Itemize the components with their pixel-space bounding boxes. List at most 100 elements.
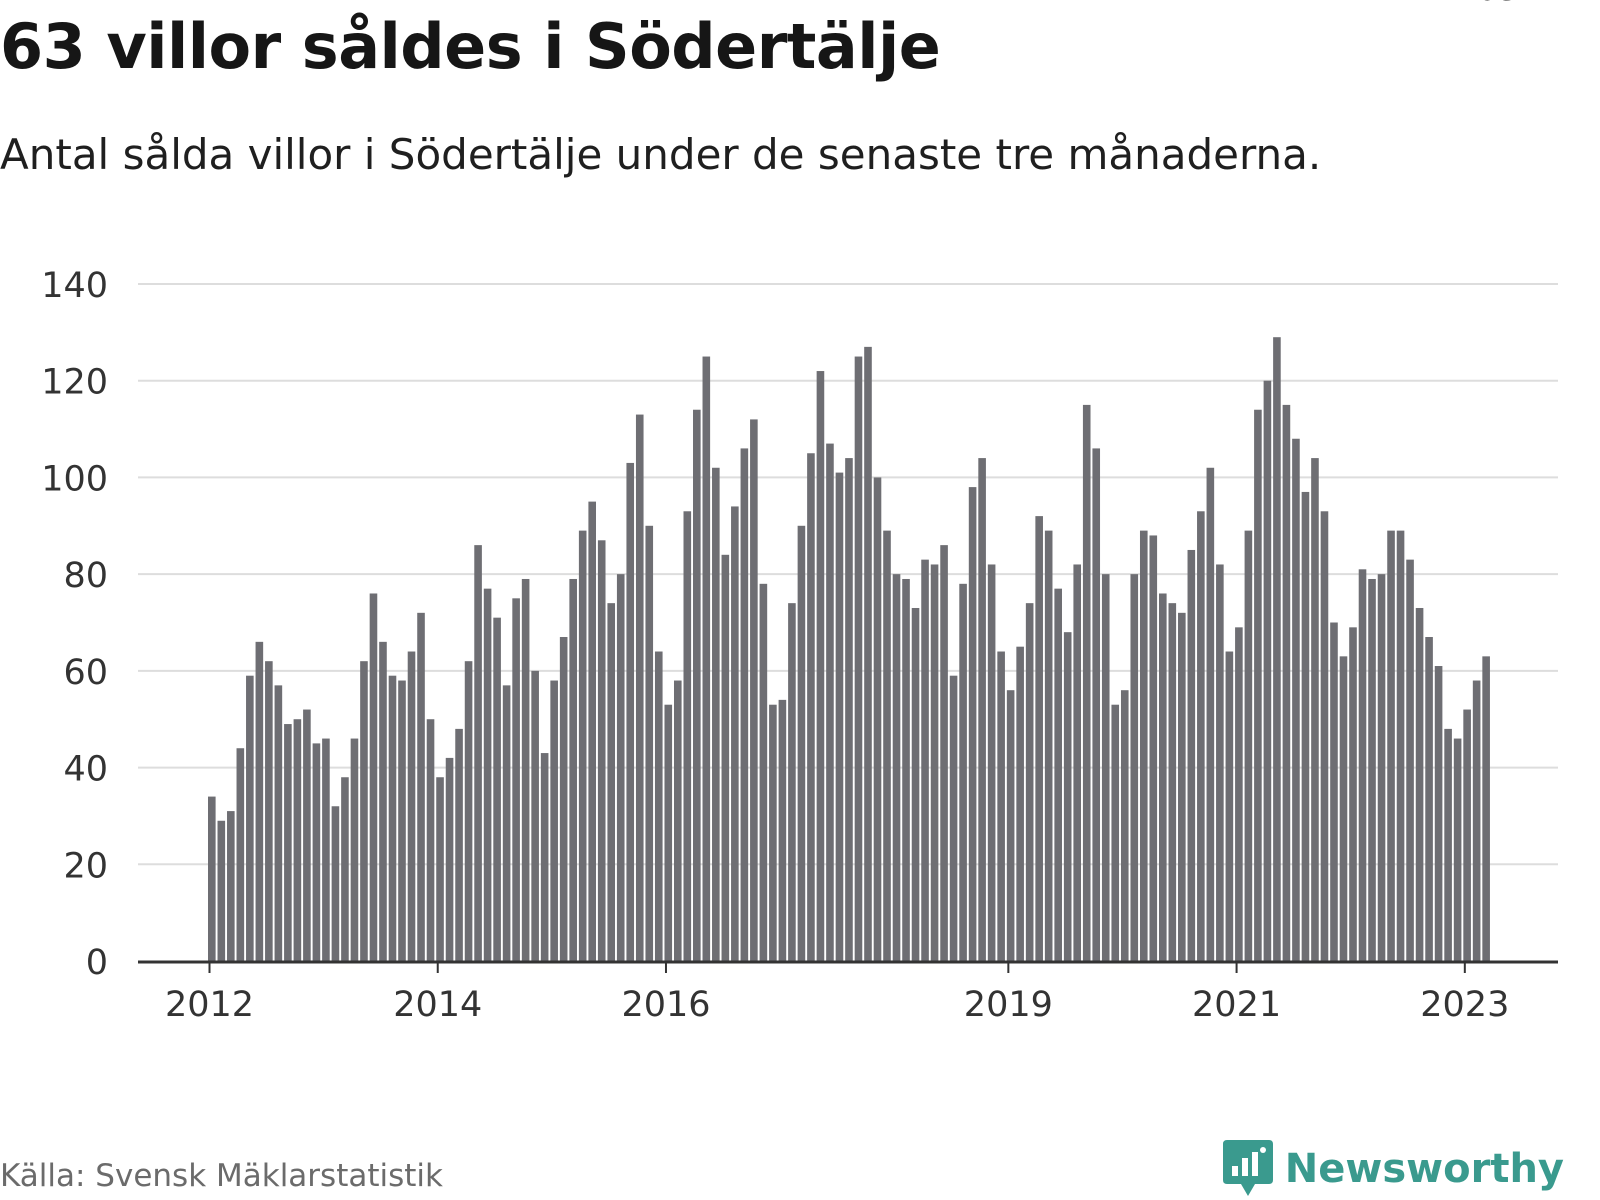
bar [740,448,749,961]
bar [940,545,948,961]
bar [1139,530,1148,961]
bar [1244,530,1253,961]
highlight-value-label: 63 [1476,0,1519,9]
bar [1101,574,1110,961]
bar [873,477,882,961]
bar [331,806,340,961]
y-tick-label: 60 [63,653,108,693]
y-tick-label: 40 [63,750,108,790]
bar [854,356,863,961]
bar [1263,380,1272,961]
y-tick-label: 0 [86,943,108,983]
bar [436,777,444,961]
bar [1311,458,1319,961]
bar [1216,564,1224,961]
bars [208,337,1490,962]
bar [236,748,245,961]
bar [1016,646,1024,961]
bar [769,704,777,961]
x-tick-label: 2019 [964,985,1053,1025]
bar [1073,564,1082,961]
bar [1025,603,1034,961]
bar [673,680,682,961]
bar [987,564,996,961]
bar [426,719,435,961]
bar [1273,337,1281,961]
bar [750,419,758,961]
bar [1254,409,1262,961]
bar [293,719,302,961]
y-tick-label: 100 [41,459,108,499]
bar [1377,574,1386,961]
y-tick-label: 140 [41,266,108,306]
bar [1292,438,1300,961]
bar [360,661,368,961]
bar [464,661,473,961]
bar [303,709,311,961]
bar [208,796,216,961]
bar [1472,680,1481,961]
bar [1415,607,1424,961]
brand-logo[interactable]: Newsworthy [1222,1140,1564,1198]
bar [474,545,482,961]
bar [417,612,425,961]
bar [1406,559,1414,961]
bar [512,598,520,961]
bar [930,564,939,961]
bar [635,414,644,961]
bar [968,487,977,961]
bar [1301,491,1310,961]
bar [835,472,844,961]
bar [1168,603,1177,961]
y-axis-ticks: 0 20 40 60 80 100 120 140 [41,266,108,983]
bar [911,607,920,961]
chart-subtitle: Antal sålda villor i Södertälje under de… [0,130,1322,179]
bar [1044,530,1053,961]
bar [902,578,910,961]
bar [1092,448,1101,961]
bar [959,583,967,961]
bar [1349,627,1357,961]
bar [246,675,254,961]
bar [531,670,539,961]
bar [721,554,730,961]
bar [788,603,796,961]
bar [379,641,387,961]
bar [322,738,330,961]
x-tick-label: 2016 [621,985,710,1025]
bar [626,462,635,961]
bar [388,675,397,961]
bar [1396,530,1405,961]
bar [1463,709,1471,961]
bar [1453,738,1462,961]
bar [217,820,226,961]
bar [997,651,1005,961]
bar [607,603,616,961]
bar [1063,632,1072,961]
bar [1282,404,1291,962]
bar [1082,404,1091,962]
bar [1339,656,1348,961]
bar [227,811,235,961]
bar [645,525,654,961]
bar [540,753,549,961]
bar [712,467,720,961]
bar [731,506,739,961]
bar [921,559,929,961]
bar [521,578,530,961]
x-tick-label: 2012 [165,985,254,1025]
bar [892,574,901,961]
bar [445,757,454,961]
bar [1197,511,1205,961]
bar [949,675,958,961]
bar [569,578,577,961]
x-axis-ticks: 2012 2014 2016 2019 2021 2023 [165,961,1509,1025]
bar [1178,612,1186,961]
bar [1006,690,1015,961]
bar [778,699,787,961]
bar [1320,511,1329,961]
bar [1482,656,1490,961]
bar [702,356,711,961]
bar [265,661,273,961]
y-tick-label: 20 [63,846,108,886]
